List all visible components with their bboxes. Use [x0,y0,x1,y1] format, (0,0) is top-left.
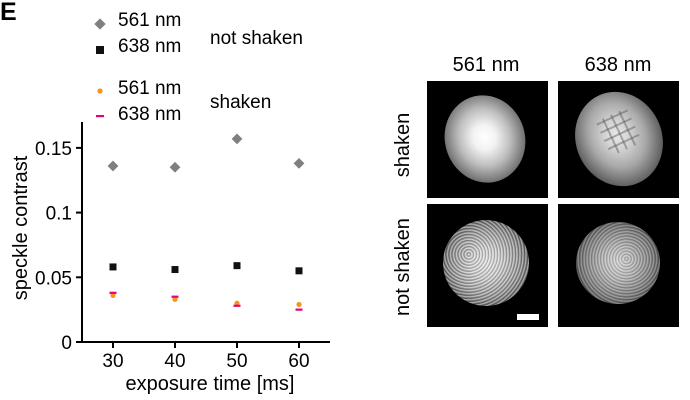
x-axis-label: exposure time [ms] [126,373,295,395]
point-square [109,263,117,271]
y-tick-label: 0.1 [46,204,72,225]
scale-bar [517,314,539,320]
point-dash [233,304,241,307]
point-dot [234,300,240,306]
legend-marker-dash [96,115,104,118]
point-diamond [293,158,305,169]
column-label-561: 561 nm [452,54,520,76]
image-not-shaken-638 [558,204,679,327]
legend-group-not-shaken: not shaken [210,28,303,49]
legend-label-638-not-shaken: 638 nm [118,36,182,57]
image-shaken-561 [427,81,548,198]
image-not-shaken-561 [427,204,548,327]
column-label-638: 638 nm [584,54,652,76]
point-square [171,266,179,274]
y-tick-label: 0.05 [35,268,72,289]
panel-letter: E [0,0,17,26]
point-dot [172,296,178,302]
point-dash [171,295,179,298]
point-dot [296,301,302,308]
legend-group-shaken: shaken [210,92,272,113]
legend-label-638-shaken: 638 nm [118,104,182,125]
image-shaken-638 [558,81,679,198]
y-axis-label: speckle contrast [10,155,32,300]
legend-label-561-shaken: 561 nm [118,78,182,99]
x-tick-label: 60 [288,351,309,372]
point-diamond [231,133,243,145]
point-diamond [169,161,181,173]
y-tick-label: 0 [61,333,72,354]
x-tick-label: 30 [102,351,123,372]
point-dash [295,308,303,311]
legend-marker-dot [97,88,103,94]
legend-label-561-not-shaken: 561 nm [118,10,182,31]
point-dot [110,292,116,299]
legend-marker-square [96,46,104,54]
x-tick-label: 50 [226,351,247,372]
point-square [233,262,241,270]
x-tick-label: 40 [164,351,185,372]
legend-markers [94,18,106,118]
row-label-not-shaken: not shaken [392,218,414,316]
row-label-shaken: shaken [392,112,414,178]
y-tick-label: 0.15 [35,139,72,160]
point-square [295,267,303,275]
point-diamond [107,160,119,172]
point-dash [109,291,117,294]
